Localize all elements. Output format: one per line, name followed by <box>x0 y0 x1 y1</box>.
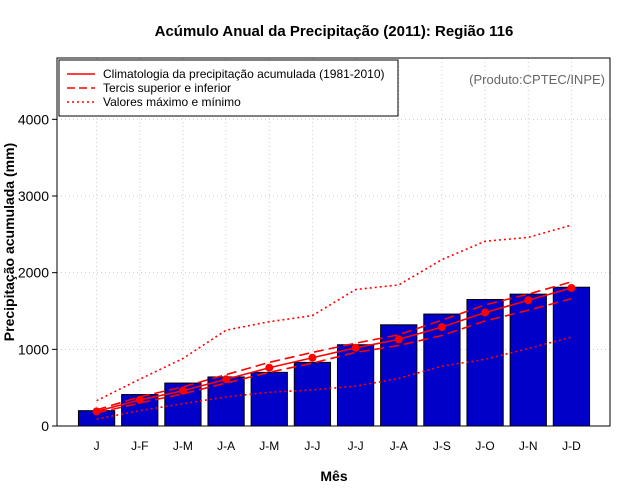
climatology-point <box>567 284 576 292</box>
climatology-point <box>222 375 231 384</box>
climatology-point <box>481 308 490 317</box>
y-tick-label: 1000 <box>18 341 49 357</box>
chart-title: Acúmulo Anual da Precipitação (2011): Re… <box>155 23 514 40</box>
plot-border <box>56 57 611 427</box>
bar <box>207 376 245 427</box>
tercile-upper-line <box>96 281 572 411</box>
max-line <box>96 224 572 402</box>
climatology-point <box>437 323 446 332</box>
y-axis: 0 1000 2000 3000 4000 <box>18 111 57 434</box>
bar <box>293 361 332 427</box>
climatology-point <box>351 343 360 352</box>
lines-group <box>92 224 576 420</box>
legend-label: Valores máximo e mínimo <box>103 95 241 109</box>
climatology-point <box>265 363 274 372</box>
legend-box <box>58 59 399 117</box>
y-tick-label: 4000 <box>18 111 49 127</box>
bar <box>423 313 461 427</box>
source-note: (Produto:CPTEC/INPE) <box>469 72 605 87</box>
x-tick-label: J <box>94 439 100 453</box>
x-tick-label: J-M <box>173 439 193 453</box>
bars-group <box>77 286 591 427</box>
bar <box>552 286 591 427</box>
x-tick-label: J-A <box>217 439 235 453</box>
climatology-point <box>524 296 533 305</box>
x-tick-label: J-N <box>519 439 538 453</box>
y-tick-label: 3000 <box>18 188 49 204</box>
climatology-line <box>96 287 572 413</box>
y-axis-label: Precipitação acumulada (mm) <box>1 143 17 341</box>
min-line <box>96 336 572 420</box>
x-tick-label: J-F <box>131 439 148 453</box>
climatology-point <box>394 335 403 344</box>
y-tick-label: 0 <box>41 418 49 434</box>
legend: Climatologia da precipitação acumulada (… <box>58 59 399 117</box>
x-tick-label: J-J <box>304 439 320 453</box>
x-tick-label: J-J <box>348 439 364 453</box>
y-tick-label: 2000 <box>18 265 49 281</box>
legend-label: Climatologia da precipitação acumulada (… <box>103 67 385 81</box>
climatology-point <box>308 353 317 362</box>
legend-label: Tercis superior e inferior <box>103 81 231 95</box>
tercile-lower-line <box>96 297 572 414</box>
x-tick-label: J-M <box>259 439 279 453</box>
bar <box>509 293 547 427</box>
x-tick-label: J-A <box>390 439 408 453</box>
x-tick-label: J-D <box>562 439 581 453</box>
x-axis-label: Mês <box>320 468 347 484</box>
bar <box>250 371 288 427</box>
x-axis: J J-F J-M J-A J-M J-J J-J J-A J-S J-O J-N J-D <box>94 439 581 453</box>
plot-frame <box>56 57 611 427</box>
x-tick-label: J-S <box>433 439 451 453</box>
x-tick-label: J-O <box>475 439 494 453</box>
